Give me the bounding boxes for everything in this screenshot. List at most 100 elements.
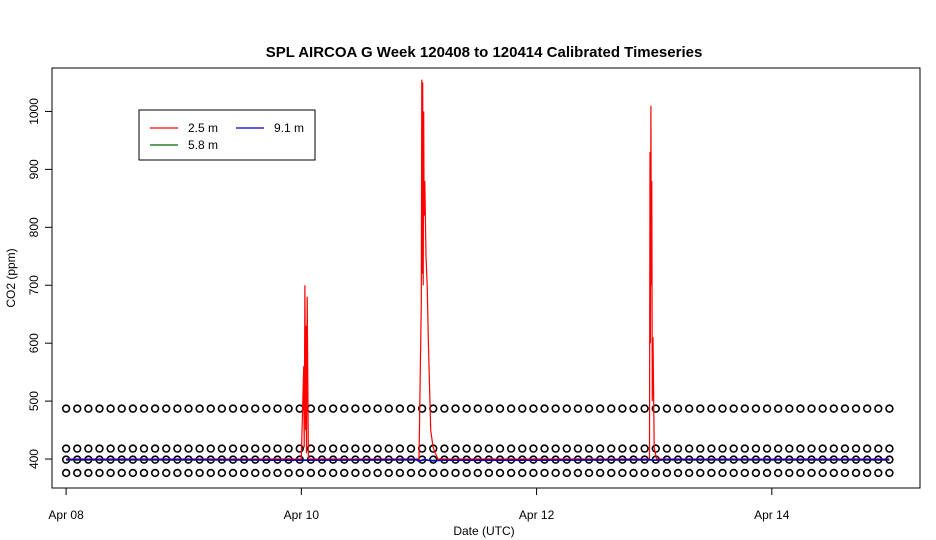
circle-point — [61, 468, 71, 478]
circle-point — [295, 468, 304, 478]
circle-point — [440, 468, 449, 478]
circle-point — [662, 444, 672, 453]
circle-point — [773, 404, 783, 413]
circle-point — [851, 444, 861, 453]
circle-point — [295, 444, 304, 453]
circle-point — [874, 404, 883, 413]
circle-point — [195, 444, 204, 453]
circle-point — [84, 468, 93, 478]
circle-point — [529, 444, 538, 453]
circle-point — [462, 404, 471, 413]
circle-point — [84, 404, 93, 413]
circle-point — [373, 468, 382, 478]
circle-point — [239, 468, 249, 478]
circle-point — [162, 404, 171, 413]
circle-point — [740, 444, 749, 453]
circle-point — [173, 468, 182, 478]
circle-point — [139, 468, 149, 478]
circle-point — [618, 444, 627, 453]
circle-point — [729, 468, 738, 478]
circle-point — [540, 444, 549, 453]
circle-point — [785, 404, 794, 413]
y-tick-label-5: 900 — [27, 159, 41, 179]
circle-point — [162, 468, 171, 478]
y-tick-label-3: 700 — [27, 275, 41, 295]
circle-point — [317, 404, 327, 413]
circle-point — [862, 444, 872, 453]
circle-point — [251, 404, 260, 413]
circle-point — [829, 404, 838, 413]
circle-point — [851, 404, 861, 413]
circle-point — [807, 444, 816, 453]
plot-frame — [51, 67, 921, 489]
circle-point — [595, 404, 605, 413]
circle-point — [262, 444, 271, 453]
circle-point — [217, 468, 227, 478]
circle-point — [262, 468, 271, 478]
circle-point — [217, 444, 227, 453]
circle-point — [584, 468, 594, 478]
legend-label-2: 5.8 m — [188, 138, 218, 152]
circle-point — [807, 468, 816, 478]
circle-point — [206, 404, 215, 413]
circle-point — [184, 468, 193, 478]
circle-point — [551, 468, 560, 478]
circle-point — [150, 444, 160, 453]
circle-point — [306, 444, 316, 453]
circle-point — [684, 444, 694, 453]
circle-point — [362, 444, 371, 453]
y-tick-label-4: 800 — [27, 217, 41, 237]
circle-point — [429, 404, 438, 413]
circle-point — [696, 468, 705, 478]
circle-point — [651, 468, 660, 478]
circle-point — [707, 444, 716, 453]
circle-point — [573, 404, 583, 413]
circle-point — [440, 404, 449, 413]
circle-point — [607, 444, 616, 453]
circle-point — [451, 468, 460, 478]
circle-point — [239, 404, 249, 413]
circle-point — [206, 468, 215, 478]
circle-point — [328, 444, 338, 453]
circle-point — [84, 444, 93, 453]
circle-point — [718, 468, 727, 478]
y-axis-label: CO2 (ppm) — [4, 248, 18, 307]
circle-point — [128, 444, 138, 453]
circle-point — [618, 404, 627, 413]
circle-point — [417, 468, 427, 478]
circle-point — [618, 468, 627, 478]
circle-point — [462, 444, 471, 453]
circle-point — [684, 404, 694, 413]
circle-point — [551, 404, 560, 413]
circle-point — [139, 404, 149, 413]
circle-point — [195, 404, 204, 413]
circle-point — [595, 468, 605, 478]
circle-point — [673, 468, 683, 478]
circle-point — [262, 404, 271, 413]
circle-point — [484, 444, 494, 453]
circle-point — [417, 404, 427, 413]
legend: 2.5 m 9.1 m 5.8 m — [138, 109, 316, 161]
circle-point — [595, 444, 605, 453]
circle-point — [751, 444, 761, 453]
circle-point — [273, 444, 282, 453]
circle-point — [106, 468, 115, 478]
circle-point — [184, 444, 193, 453]
legend-label-0: 2.5 m — [188, 121, 218, 135]
circle-point — [640, 468, 649, 478]
circle-point — [117, 444, 126, 453]
circle-point — [406, 444, 416, 453]
circle-point — [495, 468, 505, 478]
circle-point — [251, 444, 260, 453]
circle-point — [306, 468, 316, 478]
circle-point — [751, 404, 761, 413]
circle-point — [506, 444, 516, 453]
circle-point — [840, 468, 850, 478]
circle-point — [73, 468, 82, 478]
circle-point — [384, 468, 393, 478]
x-tick-label-2: Apr 12 — [519, 508, 555, 522]
x-tick-label-1: Apr 10 — [284, 508, 320, 522]
circle-point — [117, 404, 126, 413]
circle-point — [328, 404, 338, 413]
